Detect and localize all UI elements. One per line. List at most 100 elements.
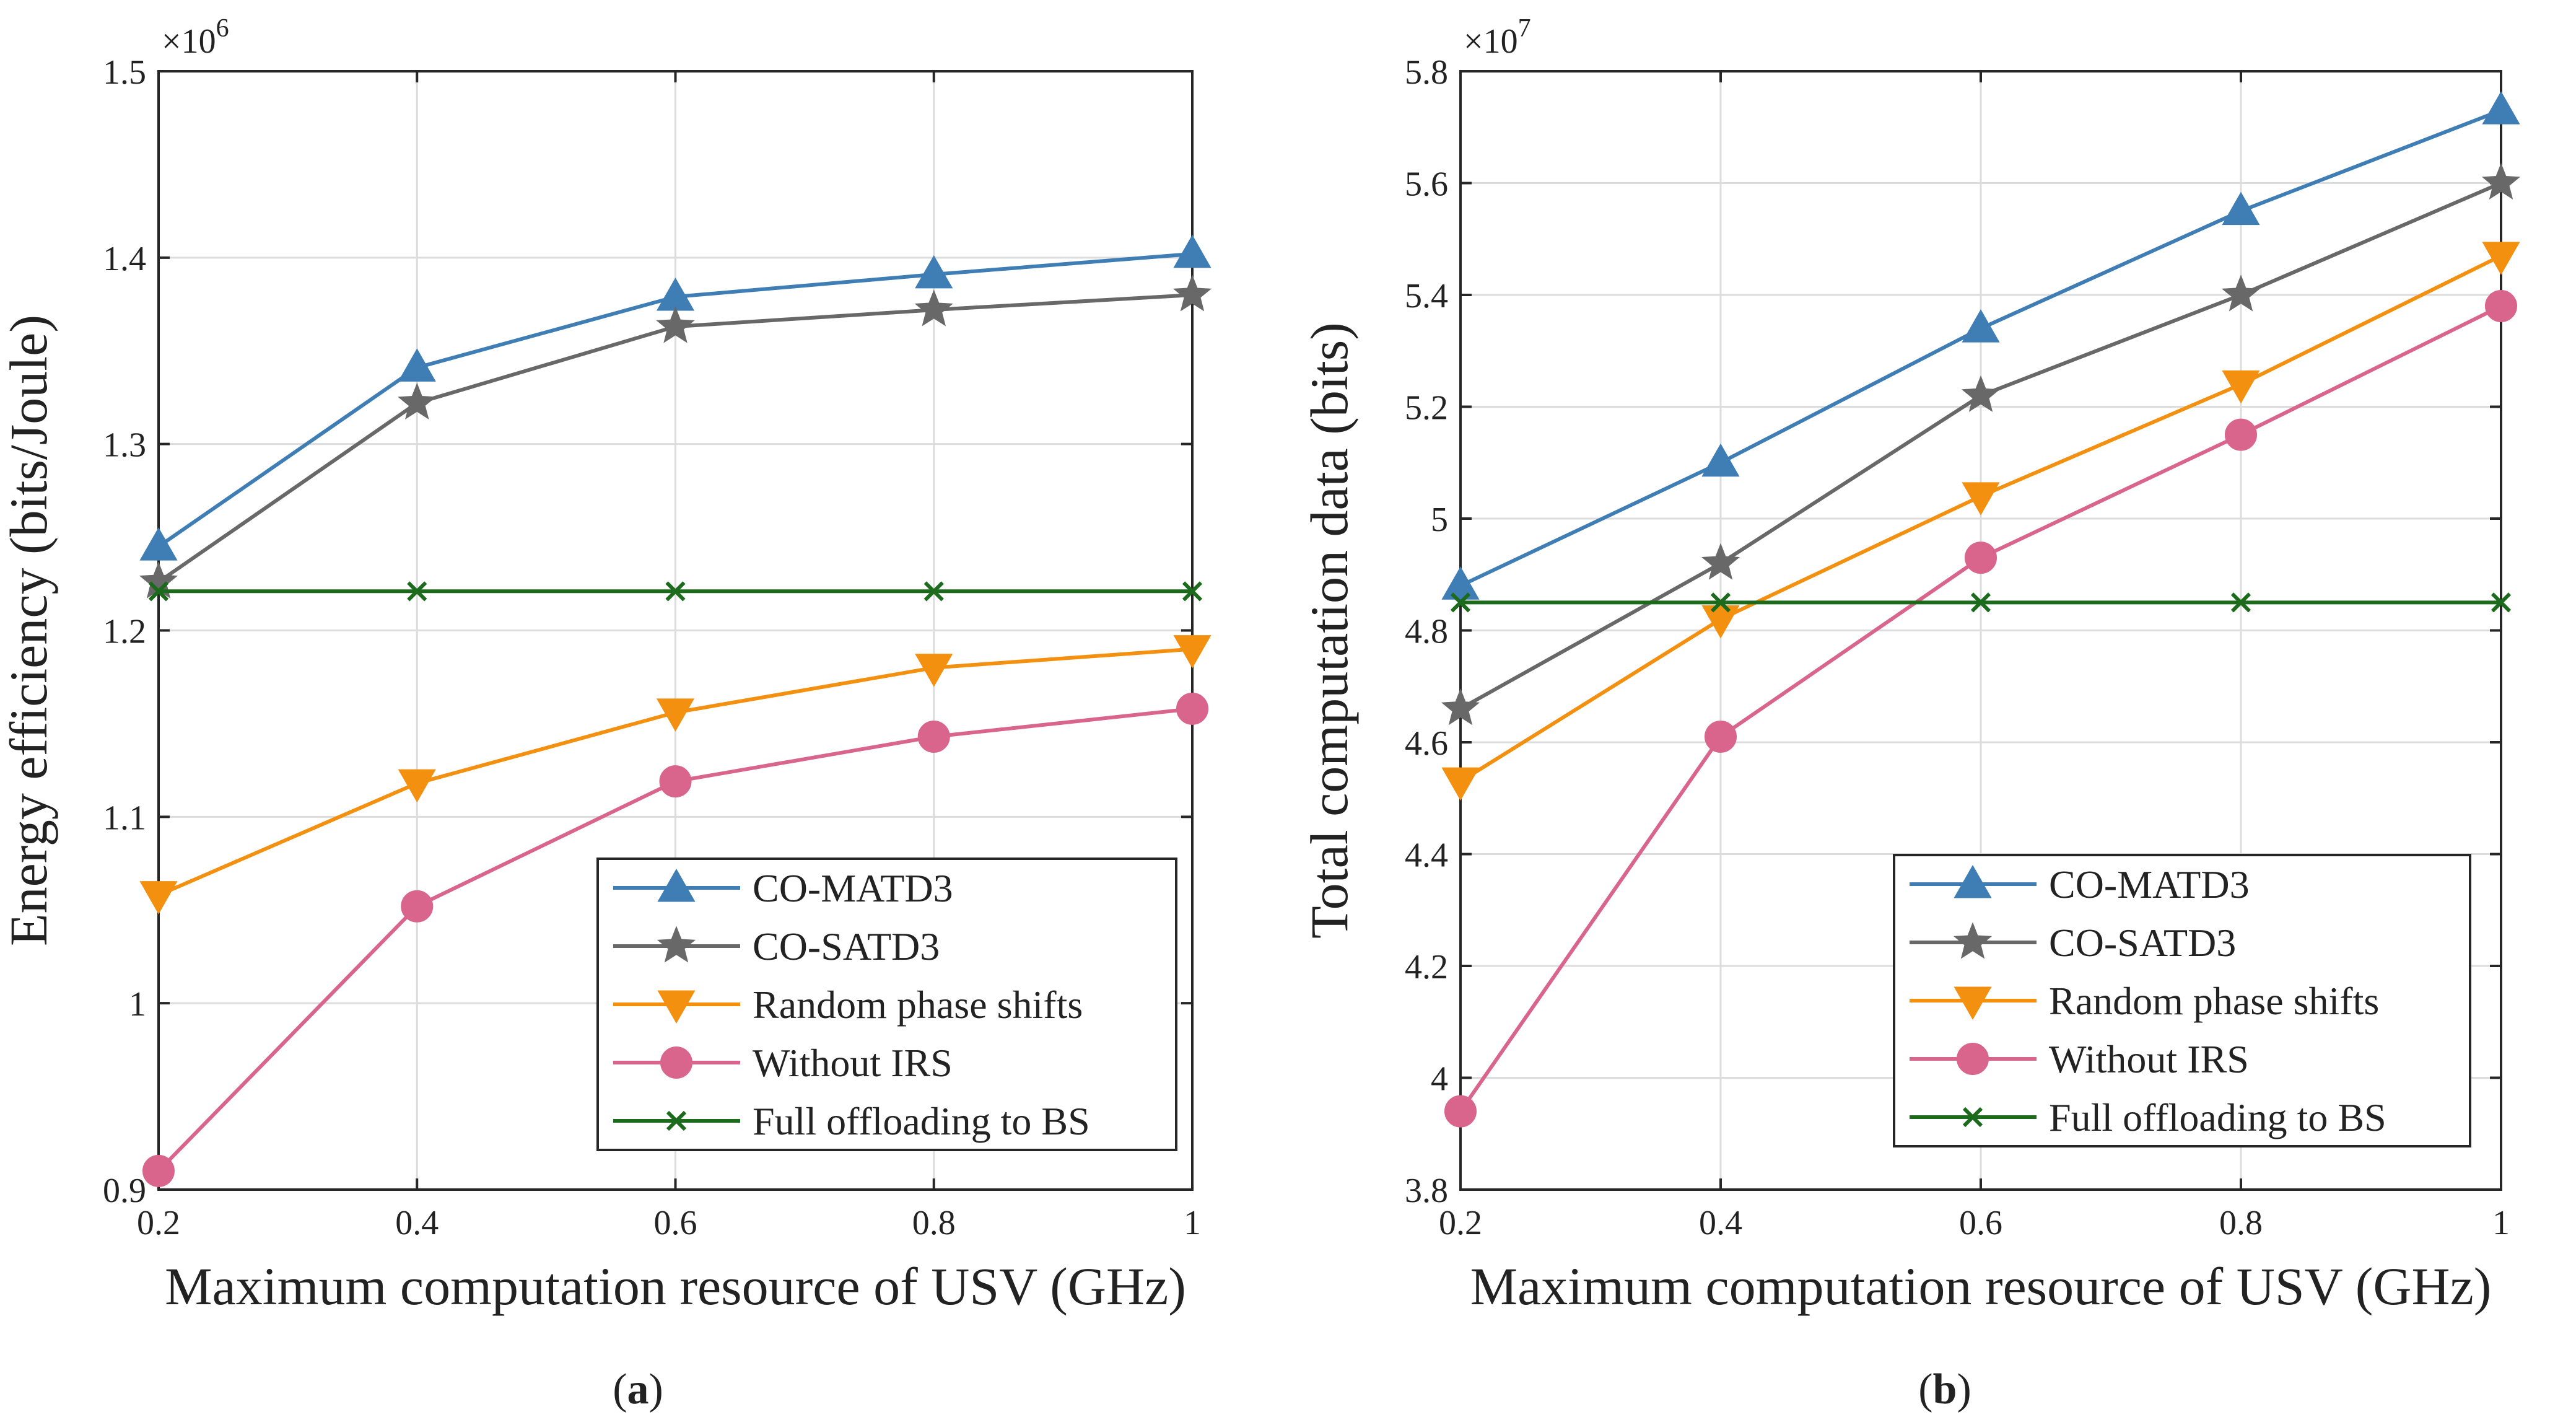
legend-marker-without-irs <box>660 1046 692 1079</box>
data-point-co-matd3 <box>915 255 953 289</box>
legend-label-random-phase-shifts: Random phase shifts <box>2049 979 2379 1023</box>
data-point-random-phase-shifts <box>139 881 178 915</box>
caption-b: (b) <box>1918 1366 1971 1413</box>
x-tick-label: 1 <box>2492 1204 2510 1242</box>
data-point-co-satd3 <box>2481 162 2521 200</box>
y-tick-label: 4.2 <box>1405 948 1448 986</box>
y-tick-label: 4.8 <box>1405 613 1448 651</box>
data-point-random-phase-shifts <box>1701 605 1740 639</box>
y-tick-label: 1.4 <box>103 240 146 278</box>
legend-marker-without-irs <box>1957 1043 1989 1075</box>
data-point-random-phase-shifts <box>656 698 695 732</box>
data-point-co-satd3 <box>1701 543 1740 580</box>
legend-label-co-matd3: CO-MATD3 <box>2049 862 2250 906</box>
data-point-full-offloading-to-bs <box>1710 592 1731 613</box>
data-point-co-satd3 <box>1441 688 1480 726</box>
data-point-full-offloading-to-bs <box>148 581 169 602</box>
y-tick-label: 1 <box>129 985 146 1024</box>
data-point-full-offloading-to-bs <box>2230 592 2251 613</box>
y-axis-multiplier: ×106 <box>162 14 229 61</box>
data-point-full-offloading-to-bs <box>923 581 944 602</box>
data-point-full-offloading-to-bs <box>2491 592 2512 613</box>
caption-a: (a) <box>613 1366 663 1413</box>
data-point-co-matd3 <box>1173 234 1212 268</box>
data-point-co-matd3 <box>1962 309 2000 343</box>
legend-marker-co-matd3 <box>657 868 696 902</box>
y-tick-label: 1.5 <box>103 53 146 92</box>
data-point-without-irs <box>2225 418 2257 451</box>
data-point-random-phase-shifts <box>915 654 953 687</box>
data-point-co-satd3 <box>656 306 695 343</box>
data-point-without-irs <box>142 1154 175 1187</box>
y-tick-label: 1.2 <box>103 613 146 651</box>
chart-a: 0.2 0.4 0.6 0.8 1 0.9 1 1.1 1.2 1.3 1.4 1.5 ×106 Maxi… <box>0 14 1212 1316</box>
x-tick-label: 0.6 <box>1959 1204 2002 1242</box>
x-tick-label: 1 <box>1184 1204 1201 1242</box>
legend-label-full-offloading-to-bs: Full offloading to BS <box>753 1099 1090 1143</box>
legend-label-co-matd3: CO-MATD3 <box>753 866 953 910</box>
y-tick-label: 5.4 <box>1405 277 1448 315</box>
x-tick-label: 0.6 <box>654 1204 697 1242</box>
data-point-full-offloading-to-bs <box>407 581 427 602</box>
data-point-random-phase-shifts <box>1962 482 2000 515</box>
data-point-co-satd3 <box>1961 375 2001 412</box>
data-point-random-phase-shifts <box>2482 242 2520 275</box>
data-point-co-satd3 <box>1172 274 1212 312</box>
data-point-co-matd3 <box>139 527 178 561</box>
data-point-co-matd3 <box>2482 91 2520 125</box>
y-tick-label: 4 <box>1431 1060 1448 1099</box>
legend-label-without-irs: Without IRS <box>2049 1037 2249 1081</box>
x-tick-label: 0.8 <box>2219 1204 2263 1242</box>
legend-marker-random-phase-shifts <box>657 990 696 1024</box>
legend-marker-co-matd3 <box>1954 864 1992 898</box>
x-tick-label: 0.8 <box>912 1204 956 1242</box>
y-axis-label: Total computation data (bits) <box>1299 322 1359 939</box>
data-point-without-irs <box>1705 720 1737 753</box>
data-point-without-irs <box>2485 290 2517 323</box>
data-point-without-irs <box>917 720 950 753</box>
data-point-random-phase-shifts <box>1441 767 1480 801</box>
legend-label-full-offloading-to-bs: Full offloading to BS <box>2049 1095 2386 1139</box>
y-tick-label: 1.1 <box>103 799 146 837</box>
data-point-without-irs <box>401 890 434 923</box>
data-point-random-phase-shifts <box>398 769 436 803</box>
y-tick-label: 5.6 <box>1405 165 1448 204</box>
legend-label-co-satd3: CO-SATD3 <box>753 924 940 968</box>
x-tick-label: 0.4 <box>1699 1204 1742 1242</box>
x-tick-label: 0.2 <box>137 1204 180 1242</box>
legend-marker-random-phase-shifts <box>1954 986 1992 1020</box>
legend-label-without-irs: Without IRS <box>753 1041 953 1085</box>
data-point-full-offloading-to-bs <box>1970 592 1991 613</box>
data-point-co-satd3 <box>2221 274 2261 312</box>
data-point-co-satd3 <box>398 382 437 420</box>
y-tick-label: 3.8 <box>1405 1172 1448 1210</box>
data-point-co-satd3 <box>914 289 953 327</box>
x-tick-label: 0.2 <box>1439 1204 1482 1242</box>
y-tick-label: 1.3 <box>103 426 146 465</box>
data-point-co-matd3 <box>1441 566 1480 600</box>
legend-label-co-satd3: CO-SATD3 <box>2049 921 2236 965</box>
legend-marker-co-satd3 <box>657 926 696 963</box>
y-tick-label: 4.4 <box>1405 836 1448 875</box>
data-point-random-phase-shifts <box>2222 370 2260 404</box>
data-point-without-irs <box>659 765 692 798</box>
data-point-co-matd3 <box>1701 443 1740 477</box>
x-axis-label: Maximum computation resource of USV (GHz… <box>1470 1257 2492 1316</box>
data-point-co-matd3 <box>398 348 436 382</box>
y-axis-label: Energy efficiency (bits/Joule) <box>0 315 58 946</box>
y-tick-label: 4.6 <box>1405 724 1448 763</box>
y-tick-label: 0.9 <box>103 1172 146 1210</box>
y-tick-label: 5.8 <box>1405 53 1448 92</box>
data-point-without-irs <box>1444 1095 1477 1128</box>
data-point-without-irs <box>1176 692 1208 725</box>
legend-marker-full-offloading-to-bs <box>1962 1107 1983 1128</box>
chart-b: 0.2 0.4 0.6 0.8 1 3.8 4 4.2 4.4 4.6 4.8 5 5.2 5.4 5.6 5… <box>1299 14 2521 1316</box>
data-point-co-matd3 <box>2222 191 2260 226</box>
data-point-full-offloading-to-bs <box>1450 592 1471 613</box>
legend-label-random-phase-shifts: Random phase shifts <box>753 983 1083 1027</box>
y-tick-label: 5.2 <box>1405 389 1448 428</box>
legend-marker-full-offloading-to-bs <box>666 1110 687 1131</box>
data-point-full-offloading-to-bs <box>1182 581 1203 602</box>
data-point-without-irs <box>1965 542 1997 574</box>
